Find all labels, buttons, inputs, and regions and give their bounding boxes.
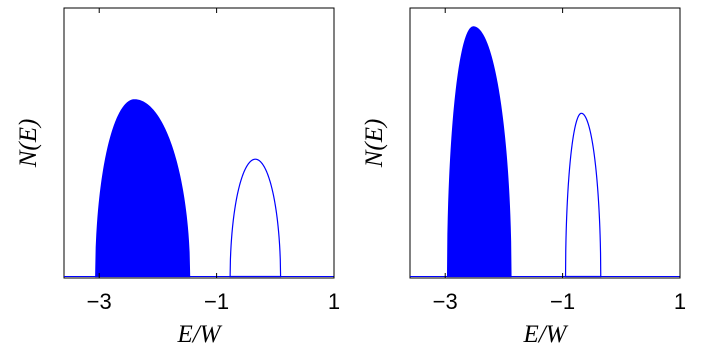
plot-right-ticks: −3 −1 1 [433, 8, 686, 314]
plot-right-marks [410, 26, 680, 278]
plot-right-xlabel: E/W [522, 321, 568, 348]
plot-left-ticks: −3 −1 1 [87, 8, 340, 314]
plot-right-frame [409, 7, 681, 279]
plot-left-frame [63, 7, 335, 279]
plot-left-band-1-filled [95, 99, 191, 278]
plot-left-xtick-label-2: −1 [204, 289, 229, 314]
plot-left-marks [64, 99, 334, 278]
plot-left-xtick-label-1: −3 [87, 289, 112, 314]
plot-left: −3 −1 1 E/W N(E) [15, 7, 340, 348]
plot-left-xlabel: E/W [176, 321, 222, 348]
plot-right-xtick-label-3: 1 [674, 289, 686, 314]
plot-right-xtick-label-1: −3 [433, 289, 458, 314]
plot-right-band-2-outline [564, 112, 602, 278]
plot-left-band-2-outline [229, 158, 282, 278]
plot-right: −3 −1 1 E/W N(E) [361, 7, 686, 348]
plot-left-xtick-label-3: 1 [328, 289, 340, 314]
plot-left-ylabel: N(E) [15, 119, 42, 169]
plot-right-ylabel: N(E) [361, 119, 388, 169]
plot-right-band-1-filled [446, 26, 512, 278]
plot-right-xtick-label-2: −1 [550, 289, 575, 314]
